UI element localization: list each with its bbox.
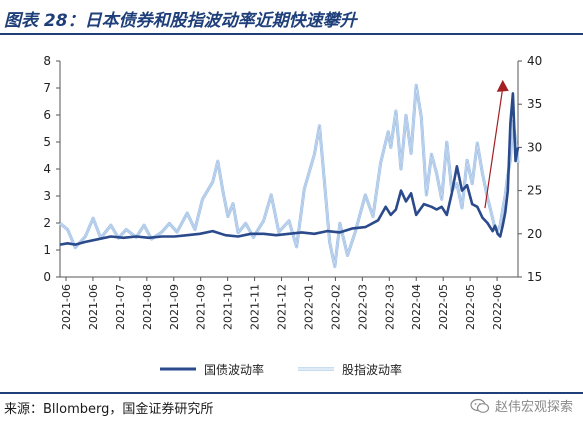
left-tick-label: 4: [43, 162, 51, 176]
left-tick-label: 5: [43, 135, 51, 149]
x-tick-label: 2022-04: [410, 284, 423, 330]
bond-vol-line: [59, 92, 520, 246]
right-tick-label: 35: [527, 97, 542, 111]
right-tick-label: 20: [527, 227, 542, 241]
left-axis: 0 1 2 3 4 5 6 7 8: [43, 54, 60, 284]
left-tick-label: 1: [43, 243, 51, 257]
x-tick-label: 2022-03: [383, 284, 396, 330]
x-tick-label: 2022-01: [302, 284, 315, 330]
x-tick-label: 2021-12: [276, 284, 289, 330]
x-tick-label: 2021-06: [60, 284, 73, 330]
arrow-head: [496, 79, 509, 92]
x-tick-label: 2022-05: [437, 284, 450, 330]
equity-vol-line-halo: [58, 83, 520, 269]
figure-title: 图表 28：日本债券和股指波动率近期快速攀升: [4, 11, 357, 31]
x-axis: 2021-06 2021-06 2021-07 2021-08 2021-09 2021-…: [60, 277, 504, 330]
right-tick-label: 25: [527, 184, 542, 198]
x-tick-label: 2022-06: [491, 284, 504, 330]
x-tick-label: 2021-11: [249, 284, 262, 330]
legend: 国债波动率 股指波动率: [160, 362, 402, 377]
x-tick-label: 2022-03: [356, 284, 369, 330]
left-tick-label: 8: [43, 54, 51, 68]
watermark-text: 赵伟宏观探索: [494, 400, 573, 415]
legend-label-bond: 国债波动率: [204, 362, 264, 377]
left-tick-label: 2: [43, 216, 51, 230]
left-tick-label: 7: [43, 81, 51, 95]
wechat-icon: [470, 398, 490, 413]
right-tick-label: 15: [527, 270, 542, 284]
series-lines: [58, 83, 520, 269]
right-tick-label: 40: [527, 54, 542, 68]
arrow-shaft: [484, 87, 504, 209]
right-axis: 15 20 25 30 35 40: [518, 54, 542, 284]
x-tick-label: 2021-10: [222, 284, 235, 330]
x-tick-label: 2021-07: [114, 284, 127, 330]
right-tick-label: 30: [527, 140, 542, 154]
x-tick-label: 2021-09: [195, 284, 208, 330]
left-tick-label: 0: [43, 270, 51, 284]
title-divider: [0, 33, 583, 35]
x-tick-label: 2021-06: [87, 284, 100, 330]
x-tick-label: 2022-02: [329, 284, 342, 330]
legend-label-equity: 股指波动率: [342, 362, 402, 377]
source-note: 来源：Bllomberg，国金证券研究所: [4, 402, 214, 417]
rise-arrow: [484, 79, 509, 209]
x-tick-label: 2021-08: [141, 284, 154, 330]
equity-vol-line: [59, 84, 519, 267]
left-tick-label: 6: [43, 108, 51, 122]
footer-divider: [0, 392, 583, 394]
x-tick-label: 2022-05: [464, 284, 477, 330]
left-tick-label: 3: [43, 189, 51, 203]
watermark: 赵伟宏观探索: [470, 396, 573, 415]
x-tick-label: 2021-09: [168, 284, 181, 330]
